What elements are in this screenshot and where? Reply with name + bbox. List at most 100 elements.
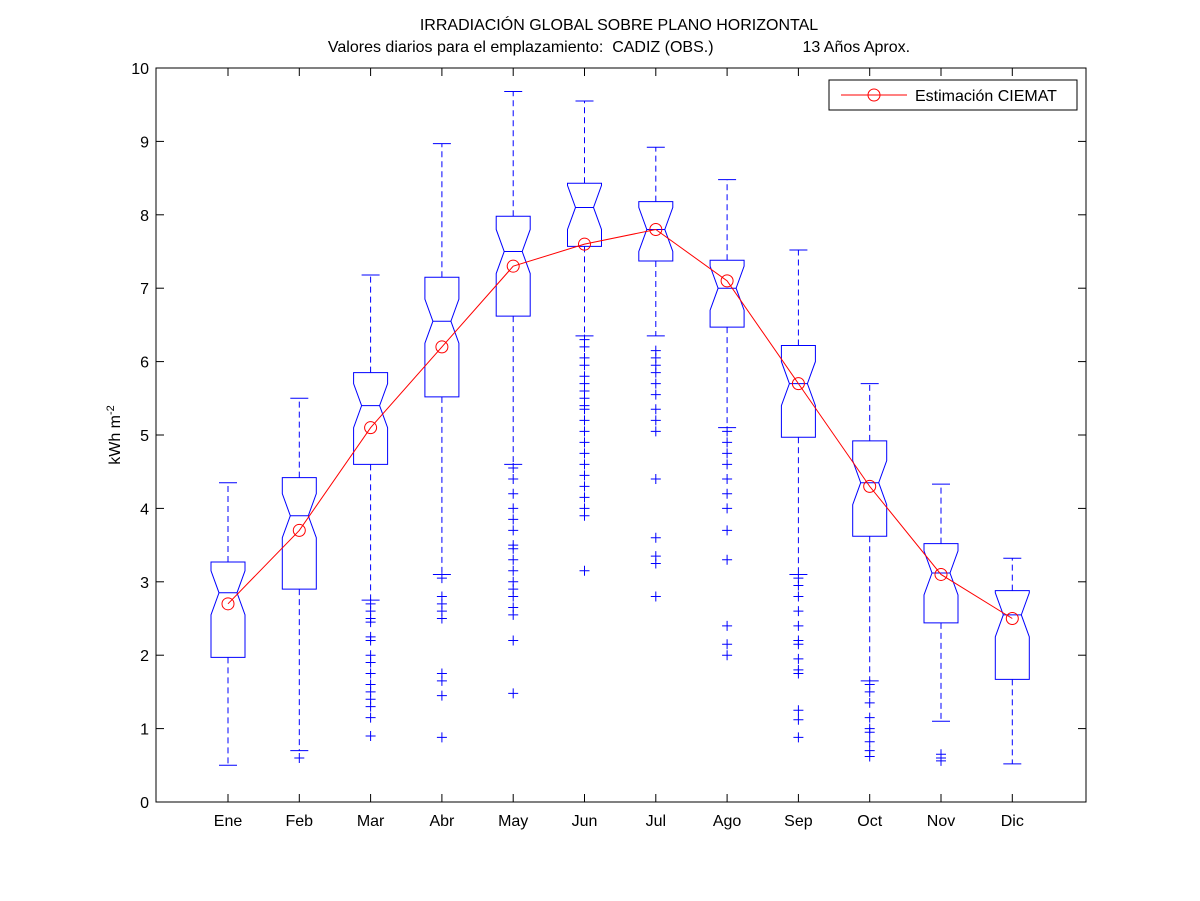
y-tick-label: 4 bbox=[140, 501, 149, 518]
outlier-plus-marker bbox=[650, 591, 661, 602]
box-jul bbox=[638, 146, 674, 602]
outlier-plus-marker bbox=[650, 378, 661, 389]
outlier-plus-marker bbox=[793, 580, 804, 591]
box-jun bbox=[567, 100, 602, 576]
y-axis-label-superscript: -2 bbox=[105, 405, 117, 415]
outlier-plus-marker bbox=[722, 437, 733, 448]
outlier-plus-marker bbox=[579, 341, 590, 352]
outlier-plus-marker bbox=[650, 558, 661, 569]
outlier-plus-marker bbox=[650, 367, 661, 378]
estimate-point-oct bbox=[863, 479, 877, 493]
outlier-plus-marker bbox=[722, 426, 733, 437]
outlier-plus-marker bbox=[579, 437, 590, 448]
outlier-plus-marker bbox=[579, 404, 590, 415]
outlier-plus-marker bbox=[508, 591, 519, 602]
estimate-point-nov bbox=[934, 567, 948, 581]
legend-label: Estimación CIEMAT bbox=[915, 88, 1057, 105]
outlier-plus-marker bbox=[650, 389, 661, 400]
outlier-plus-marker bbox=[936, 755, 946, 766]
plot-frame bbox=[155, 67, 1087, 803]
outlier-plus-marker bbox=[793, 620, 804, 631]
outlier-plus-marker bbox=[579, 565, 590, 576]
estimate-point-jul bbox=[649, 222, 663, 236]
outlier-plus-marker bbox=[508, 635, 519, 646]
outlier-plus-marker bbox=[650, 404, 661, 415]
outlier-plus-marker bbox=[722, 503, 733, 514]
outlier-plus-marker bbox=[579, 415, 590, 426]
outlier-plus-marker bbox=[722, 448, 733, 459]
y-axis-label: kWh m-2 bbox=[105, 405, 124, 465]
outlier-plus-marker bbox=[365, 668, 376, 679]
outlier-plus-marker bbox=[793, 668, 804, 679]
outlier-plus-marker bbox=[650, 474, 661, 485]
y-tick-label: 10 bbox=[131, 61, 149, 78]
box-notched-body bbox=[424, 276, 460, 398]
outlier-plus-marker bbox=[579, 470, 590, 481]
chart-title: IRRADIACIÓN GLOBAL SOBRE PLANO HORIZONTA… bbox=[419, 17, 819, 34]
outlier-plus-marker bbox=[508, 688, 519, 699]
outlier-plus-marker bbox=[793, 732, 804, 743]
x-tick-label: Oct bbox=[857, 813, 882, 830]
box-notched-body bbox=[709, 259, 745, 328]
box-notched-body bbox=[994, 590, 1030, 680]
box-abr bbox=[424, 143, 460, 743]
outlier-plus-marker bbox=[793, 705, 804, 716]
x-tick-label: Ene bbox=[214, 813, 243, 830]
outlier-plus-marker bbox=[579, 492, 590, 503]
outlier-plus-marker bbox=[508, 554, 519, 565]
outlier-plus-marker bbox=[508, 514, 519, 525]
legend: Estimación CIEMAT bbox=[828, 79, 1078, 111]
x-tick-label: Mar bbox=[357, 813, 385, 830]
legend-circle-marker bbox=[867, 88, 881, 102]
box-may bbox=[495, 90, 531, 699]
outlier-plus-marker bbox=[365, 617, 376, 628]
chart-subtitle: Valores diarios para el emplazamiento: C… bbox=[327, 39, 911, 56]
outlier-plus-marker bbox=[436, 675, 447, 686]
outlier-plus-marker bbox=[864, 751, 875, 762]
x-tick-label: Ago bbox=[713, 813, 742, 830]
outlier-plus-marker bbox=[579, 510, 590, 521]
outlier-plus-marker bbox=[436, 573, 447, 584]
box-ago bbox=[709, 179, 745, 661]
outlier-plus-marker bbox=[508, 565, 519, 576]
outlier-plus-marker bbox=[722, 650, 733, 661]
x-tick-label: Abr bbox=[429, 813, 455, 830]
box-feb bbox=[281, 397, 317, 763]
x-tick-label: Jul bbox=[646, 813, 666, 830]
box-notched-body bbox=[638, 201, 674, 262]
outlier-plus-marker bbox=[508, 463, 519, 474]
x-tick-label: Dic bbox=[1001, 813, 1024, 830]
y-tick-label: 1 bbox=[140, 722, 149, 739]
outlier-plus-marker bbox=[508, 503, 519, 514]
outlier-plus-marker bbox=[722, 639, 733, 650]
x-tick-label: Feb bbox=[286, 813, 314, 830]
estimate-point-sep bbox=[791, 377, 805, 391]
y-axis-label-text: kWh m bbox=[107, 415, 124, 465]
box-sep bbox=[780, 249, 816, 743]
outlier-plus-marker bbox=[864, 697, 875, 708]
y-tick-label: 9 bbox=[140, 134, 149, 151]
outlier-plus-marker bbox=[508, 543, 519, 554]
outlier-plus-marker bbox=[579, 481, 590, 492]
estimate-point-may bbox=[506, 259, 520, 273]
box-nov bbox=[923, 483, 959, 766]
outlier-plus-marker bbox=[793, 591, 804, 602]
outlier-plus-marker bbox=[864, 727, 875, 738]
box-notched-body bbox=[495, 215, 531, 317]
outlier-plus-marker bbox=[508, 609, 519, 620]
outlier-plus-marker bbox=[864, 686, 875, 697]
box-notched-body bbox=[210, 561, 246, 658]
y-tick-label: 0 bbox=[140, 795, 149, 812]
outlier-plus-marker bbox=[722, 474, 733, 485]
y-tick-label: 3 bbox=[140, 575, 149, 592]
outlier-plus-marker bbox=[579, 360, 590, 371]
x-tick-label: Nov bbox=[927, 813, 955, 830]
outlier-plus-marker bbox=[722, 554, 733, 565]
x-tick-label: Sep bbox=[784, 813, 813, 830]
outlier-plus-marker bbox=[650, 415, 661, 426]
outlier-plus-marker bbox=[793, 639, 804, 650]
outlier-plus-marker bbox=[864, 736, 875, 747]
axes-layer: 0 1 2 3 4 5 6 7 8 9 10 Ene Feb Mar Abr May Jun Jul Ago Sep O… bbox=[131, 61, 1087, 830]
outlier-plus-marker bbox=[365, 730, 376, 741]
